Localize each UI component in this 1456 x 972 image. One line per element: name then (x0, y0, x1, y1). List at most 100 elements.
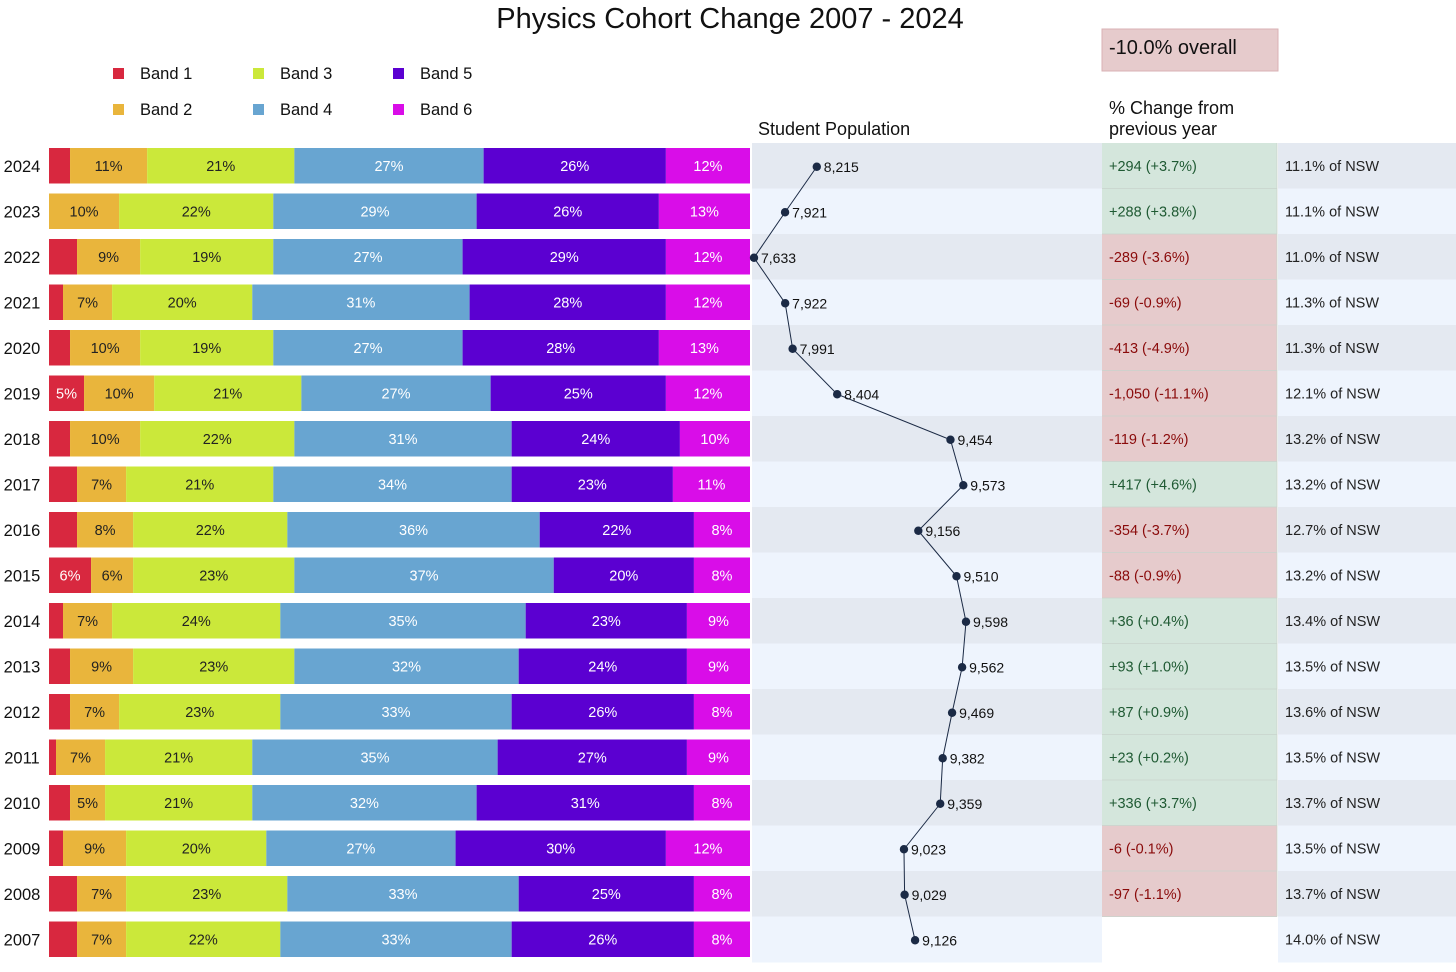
population-label-2019: 8,404 (844, 386, 879, 402)
bar-label-2009-band6: 12% (693, 841, 722, 857)
bar-label-2023-band3: 22% (182, 204, 211, 220)
bar-segment-2016-band6 (693, 512, 750, 548)
bar-segment-2007-band5 (511, 921, 694, 957)
change-row-bg (1102, 370, 1277, 417)
nsw-row-bg (1278, 416, 1456, 462)
population-label-2008: 9,029 (912, 887, 947, 903)
population-row-bg (752, 825, 1102, 872)
population-point-2011 (938, 754, 947, 763)
population-point-2024 (812, 162, 821, 171)
bar-segment-2009-band5 (455, 830, 666, 866)
population-row-bg (752, 916, 1102, 963)
legend-label-4: Band 4 (280, 101, 332, 119)
bar-segment-2016-band2 (77, 512, 134, 548)
bar-label-2012-band3: 23% (185, 705, 214, 721)
population-label-2009: 9,023 (911, 841, 946, 857)
bar-segment-2015-band1 (49, 557, 92, 593)
population-row-bg (752, 643, 1102, 690)
bar-label-2008-band6: 8% (711, 887, 732, 903)
bar-label-2024-band6: 12% (693, 159, 722, 175)
bar-label-2016-band4: 36% (399, 523, 428, 539)
year-label-2015: 2015 (4, 567, 41, 585)
nsw-share-2010: 13.7% of NSW (1285, 796, 1380, 812)
bar-label-2021-band4: 31% (346, 295, 375, 311)
bar-segment-2023-band3 (119, 193, 274, 229)
bar-segment-2024-band2 (70, 148, 148, 184)
bar-segment-2018-band2 (70, 421, 141, 457)
legend-swatch-1 (113, 68, 124, 79)
population-label-2024: 8,215 (824, 159, 859, 175)
year-label-2008: 2008 (4, 886, 41, 904)
change-row-bg (1102, 643, 1277, 690)
bar-label-2018-band5: 24% (581, 432, 610, 448)
legend-swatch-3 (253, 68, 264, 79)
population-point-2007 (910, 936, 920, 945)
nsw-row-bg (1278, 780, 1456, 826)
bar-segment-2016-band5 (539, 512, 694, 548)
row-backgrounds (752, 143, 1456, 963)
nsw-share-2017: 13.2% of NSW (1285, 477, 1380, 493)
bar-label-2014-band5: 23% (592, 614, 621, 630)
nsw-share-2019: 12.1% of NSW (1285, 386, 1380, 402)
population-label-2022: 7,633 (761, 250, 796, 266)
bar-label-2021-band6: 12% (693, 295, 722, 311)
bar-label-2007-band5: 26% (588, 932, 617, 948)
bar-label-2020-band6: 13% (690, 341, 719, 357)
bar-segment-2012-band3 (119, 694, 281, 730)
bar-label-2016-band3: 22% (196, 523, 225, 539)
population-label-2010: 9,359 (947, 796, 982, 812)
bar-segment-2008-band3 (126, 876, 288, 912)
stacked-bars: 11% 21% 27% 26% 12% 10% 22% 29% 26% 13% 9% 19% 27% 29… (49, 148, 750, 963)
nsw-row-bg (1278, 825, 1456, 872)
population-label-2013: 9,562 (969, 659, 1004, 675)
bar-label-2010-band3: 21% (164, 796, 193, 812)
bar-segment-2009-band3 (126, 830, 267, 866)
bar-label-2019-band6: 12% (693, 386, 722, 402)
population-point-2013 (957, 663, 967, 672)
bar-label-2023-band4: 29% (360, 204, 389, 220)
bar-label-2008-band3: 23% (192, 887, 221, 903)
bar-segment-2014-band4 (280, 603, 526, 639)
bar-segment-2012-band4 (280, 694, 512, 730)
nsw-share-2011: 13.5% of NSW (1285, 750, 1380, 766)
bar-segment-2008-band1 (49, 876, 78, 912)
bar-label-2009-band2: 9% (84, 841, 105, 857)
population-point-2009 (899, 845, 909, 854)
legend-label-2: Band 2 (140, 101, 192, 119)
bar-label-2009-band4: 27% (346, 841, 375, 857)
bar-label-2010-band2: 5% (77, 796, 98, 812)
bar-segment-2024-band6 (665, 148, 750, 184)
year-label-2007: 2007 (4, 931, 41, 949)
change-row-bg (1102, 825, 1277, 872)
bar-label-2022-band4: 27% (353, 250, 382, 266)
year-label-2017: 2017 (4, 476, 41, 494)
bar-segment-2021-band6 (665, 284, 750, 320)
bar-segment-2015-band5 (553, 557, 694, 593)
nsw-row-bg (1278, 689, 1456, 735)
change-label-2011: +23 (+0.2%) (1109, 750, 1189, 766)
nsw-share-2016: 12.7% of NSW (1285, 523, 1380, 539)
bar-label-2013-band3: 23% (199, 659, 228, 675)
bar-segment-2007-band3 (126, 921, 281, 957)
bar-segment-2020-band5 (462, 330, 659, 366)
bar-segment-2008-band4 (287, 876, 519, 912)
nsw-share-2024: 11.1% of NSW (1285, 159, 1379, 175)
bar-segment-2022-band6 (665, 239, 750, 275)
population-line (753, 166, 967, 941)
change-row-bg (1102, 416, 1277, 462)
change-label-2012: +87 (+0.9%) (1109, 705, 1189, 721)
bar-label-2011-band2: 7% (70, 750, 91, 766)
bar-label-2022-band6: 12% (693, 250, 722, 266)
bar-segment-2017-band2 (77, 466, 127, 502)
nsw-share-2015: 13.2% of NSW (1285, 568, 1380, 584)
bar-segment-2019-band3 (154, 375, 302, 411)
bar-segment-2017-band6 (672, 466, 750, 502)
bar-segment-2008-band5 (518, 876, 694, 912)
bar-label-2024-band5: 26% (560, 159, 589, 175)
bar-segment-2023-band6 (658, 193, 750, 229)
bar-label-2010-band5: 31% (571, 796, 600, 812)
bar-label-2019-band4: 27% (381, 386, 410, 402)
population-row-bg (752, 598, 1102, 644)
bar-label-2024-band4: 27% (374, 159, 403, 175)
bar-segment-2011-band4 (252, 739, 498, 775)
